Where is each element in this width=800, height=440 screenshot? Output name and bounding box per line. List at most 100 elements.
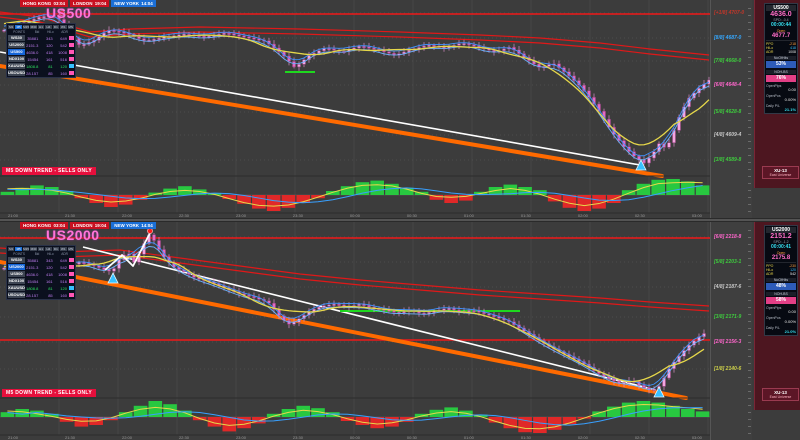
timeframe-button[interactable]: H1 <box>37 247 45 251</box>
timeframe-button[interactable]: MN <box>67 25 74 29</box>
watchlist-column-header: Bid <box>34 252 40 256</box>
strategy-badge-sub: East Universe <box>769 173 792 177</box>
timeframe-button[interactable]: MN <box>67 247 74 251</box>
watchlist-row[interactable]: USOUSD 28.157 85 160 <box>8 292 74 298</box>
watchlist-symbol[interactable]: US2000 <box>8 42 25 48</box>
white-trendline[interactable] <box>0 51 641 166</box>
panel-stat-row: ADR 542 <box>766 272 796 276</box>
watchlist-hilo: 418 <box>45 49 53 55</box>
timeframe-button[interactable]: M5 <box>15 25 22 29</box>
watchlist-adr: 1008 <box>58 49 67 55</box>
watchlist-row[interactable]: NDX100 15454 161 516 <box>8 278 74 284</box>
time-tick-label: 22:00 <box>121 213 132 218</box>
watchlist-status-icon <box>68 272 74 276</box>
watchlist-status-icon <box>68 64 74 68</box>
watchlist-status-icon <box>68 293 74 297</box>
white-trendline[interactable] <box>82 246 657 391</box>
watchlist-adr: 120 <box>60 63 67 69</box>
watchlist-row[interactable]: XAUUSD 1808.8 81 120 <box>8 285 74 291</box>
panel-open-label: Open <box>776 29 786 33</box>
timeframe-button[interactable]: W1 <box>60 247 67 251</box>
watchlist-symbol[interactable]: USOUSD <box>8 70 25 76</box>
price-chart-canvas-us500[interactable] <box>0 0 710 218</box>
watchlist-symbol[interactable]: NDX100 <box>8 56 25 62</box>
swing-zigzag-line[interactable] <box>104 232 151 271</box>
chart-symbol-title: US2000 <box>46 227 100 243</box>
watchlist-symbol[interactable]: WS30 <box>8 257 25 263</box>
watchlist-bid: 2151.3 <box>26 42 39 48</box>
pane-splitter[interactable] <box>0 218 800 222</box>
watchlist-rows: WS30 35881 343 649 US2000 2151.3 120 542 US500 46… <box>8 35 74 76</box>
watchlist-symbol[interactable]: US2000 <box>8 264 25 270</box>
watchlist-row[interactable]: USOUSD 28.157 85 160 <box>8 70 74 76</box>
watchlist-adr: 516 <box>60 278 67 284</box>
watchlist-row[interactable]: WS30 35881 343 649 <box>8 257 74 263</box>
time-tick-label: 01:00 <box>463 213 474 218</box>
timeframe-button[interactable]: M30 <box>30 25 37 29</box>
watchlist-bid: 1808.8 <box>26 285 39 291</box>
oscillator-yellow-line <box>7 404 703 430</box>
watchlist-status-icon <box>68 50 74 54</box>
watchlist-row[interactable]: US500 4636.0 418 1008 <box>8 271 74 277</box>
watchlist-status-icon <box>68 279 74 283</box>
orange-trendline[interactable] <box>0 260 688 400</box>
watchlist-header: POINTS Bid HiLo ADR <box>8 30 74 34</box>
price-axis[interactable]: [+1/8] 4707-0 [8/8] 4687-0 [7/8] 4668-0 [6/… <box>710 0 752 218</box>
timeframe-button[interactable]: M15 <box>22 247 30 251</box>
timeframe-button[interactable]: H4 <box>45 247 52 251</box>
timeframe-button[interactable]: D1 <box>52 247 60 251</box>
price-chart-canvas-us2000[interactable] <box>0 222 710 440</box>
slow-ma-lines <box>0 247 710 312</box>
watchlist-adr: 542 <box>60 42 67 48</box>
watchlist-symbol[interactable]: XAUUSD <box>8 63 25 69</box>
watchlist-bid: 4636.0 <box>26 49 39 55</box>
murrey-level-label: [4/8] 2187-6 <box>714 284 742 290</box>
timeframe-button[interactable]: W1 <box>60 25 67 29</box>
watchlist-row[interactable]: US500 4636.0 418 1008 <box>8 49 74 55</box>
watchlist-symbol[interactable]: US500 <box>8 49 25 55</box>
watchlist-status-icon <box>68 258 74 262</box>
watchlist-bid: 35881 <box>27 257 39 263</box>
watchlist-hilo: 161 <box>45 56 53 62</box>
watchlist-column-header: ADR <box>61 252 68 256</box>
strategy-badge: XU-13 East Universe <box>762 388 799 401</box>
timeframe-button[interactable]: H1 <box>37 25 45 29</box>
watchlist-symbol[interactable]: XAUUSD <box>8 285 25 291</box>
panel-stats: PPO -218 HiLo 418 ADR 1008 <box>766 40 796 54</box>
timeframe-button[interactable]: H4 <box>45 25 52 29</box>
watchlist-row[interactable]: WS30 35881 343 649 <box>8 35 74 41</box>
watchlist-symbol[interactable]: USOUSD <box>8 292 25 298</box>
noofhits-label: NoOfHits <box>766 56 796 60</box>
watchlist-row[interactable]: US2000 2151.3 120 542 <box>8 264 74 270</box>
watchlist-column-header: HiLo <box>47 252 54 256</box>
watchlist-hilo: 343 <box>45 35 53 41</box>
timeframe-button[interactable]: D1 <box>52 25 60 29</box>
watchlist-row[interactable]: NDX100 15454 161 516 <box>8 56 74 62</box>
timeframe-button[interactable]: M1 <box>8 247 15 251</box>
openpos-value: 0.00% <box>784 97 796 102</box>
time-tick-label: 01:00 <box>463 435 474 440</box>
watchlist-row[interactable]: US2000 2151.3 120 542 <box>8 42 74 48</box>
orange-trendline[interactable] <box>0 64 664 178</box>
price-axis[interactable]: [6/8] 2218-8 [5/8] 2203-1 [4/8] 2187-6 [3/8… <box>710 222 752 440</box>
watchlist-bid: 28.157 <box>26 70 39 76</box>
watchlist-adr: 649 <box>60 35 67 41</box>
watchlist-symbol[interactable]: US500 <box>8 271 25 277</box>
buy-signal-triangle-icon <box>653 386 665 398</box>
openpips-value: 0.00 <box>788 87 796 92</box>
timeframe-button[interactable]: M1 <box>8 25 15 29</box>
watchlist-symbol[interactable]: NDX100 <box>8 278 25 284</box>
panel-spread: SPD: -1.2 <box>773 240 789 244</box>
watchlist-column-header: POINTS <box>13 30 25 34</box>
timeframe-button[interactable]: M5 <box>15 247 22 251</box>
watchlist-header: POINTS Bid HiLo ADR <box>8 252 74 256</box>
timeframe-selector: M1 M5 M15 M30 H1 H4 D1 W1 MN <box>8 25 74 29</box>
watchlist-row[interactable]: XAUUSD 1808.8 81 120 <box>8 63 74 69</box>
timeframe-button[interactable]: M30 <box>30 247 37 251</box>
watchlist-bid: 35881 <box>27 35 39 41</box>
session-clock-chip: NEW YORK 14:04 <box>111 222 156 229</box>
panel-symbol: US500 <box>766 5 796 11</box>
watchlist-symbol[interactable]: WS30 <box>8 35 25 41</box>
timeframe-button[interactable]: M15 <box>22 25 30 29</box>
session-clock-chip: NEW YORK 14:04 <box>111 0 156 7</box>
